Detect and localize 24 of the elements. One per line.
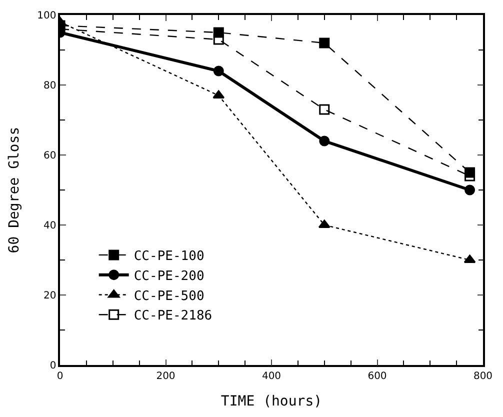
x-tick-label: 600: [368, 370, 387, 382]
y-tick-label: 20: [44, 290, 56, 302]
x-tick-label: 0: [56, 370, 64, 382]
y-tick-label: 0: [50, 360, 56, 372]
legend-label: CC-PE-200: [134, 268, 204, 284]
legend-label: CC-PE-500: [134, 288, 204, 304]
legend-label: CC-PE-100: [134, 249, 204, 264]
y-tick-label: 100: [37, 10, 56, 22]
y-tick-label: 40: [44, 220, 56, 232]
point: [213, 34, 224, 45]
x-tick-label: 200: [156, 370, 176, 382]
point: [213, 66, 224, 76]
point: [319, 38, 330, 48]
x-axis-title: TIME (hours): [220, 394, 322, 410]
point: [464, 170, 476, 182]
legend-label: CC-PE-2186: [134, 308, 212, 324]
y-axis-title: 60 Degree Gloss: [6, 126, 22, 254]
point: [319, 136, 330, 146]
point: [319, 104, 330, 115]
y-tick-label: 60: [44, 150, 56, 162]
point: [464, 184, 476, 196]
y-tick-label: 80: [44, 80, 56, 92]
x-tick-label: 800: [473, 370, 493, 382]
x-tick-label: 400: [262, 370, 282, 382]
